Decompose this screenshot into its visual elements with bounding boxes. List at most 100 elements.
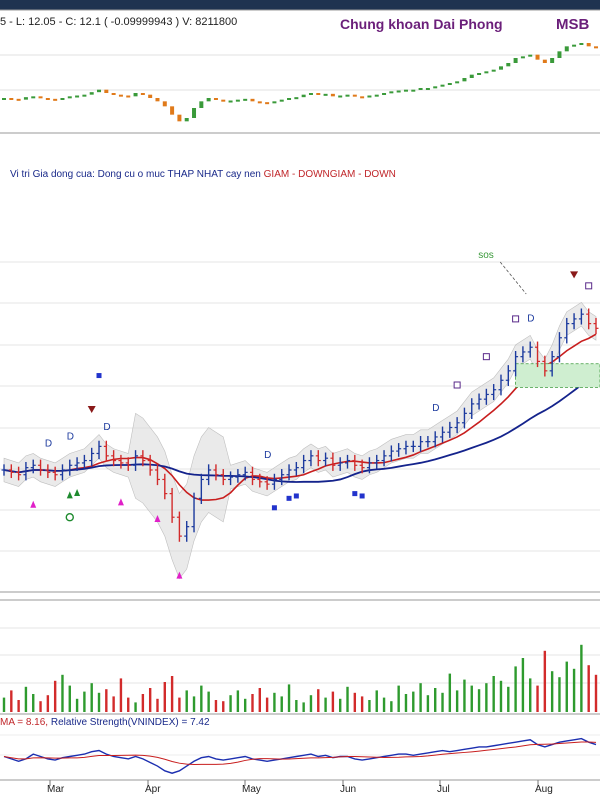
buy-arrow-marker [176, 571, 183, 579]
x-axis-label: Jul [437, 784, 450, 795]
volume-bar [463, 679, 466, 712]
volume-bar [229, 695, 232, 712]
ticker-symbol: MSB [556, 16, 590, 33]
mini-price-candle [9, 98, 14, 100]
mini-price-candle [221, 99, 226, 102]
volume-bar [324, 697, 327, 712]
mini-price-candle [330, 93, 335, 97]
mini-price-candle [323, 93, 328, 96]
volume-bar [68, 685, 71, 712]
mini-price-candle [67, 96, 72, 99]
buy-arrow-marker [117, 498, 124, 506]
purple-box-marker [482, 353, 490, 361]
x-axis-label: Jun [340, 784, 356, 795]
mini-price-candle [16, 98, 21, 101]
relative-strength-line [3, 737, 597, 774]
mini-price-candle [133, 93, 138, 97]
sell-triangle-marker [570, 271, 579, 279]
volume-bar [558, 677, 561, 712]
mini-price-candle [535, 54, 540, 60]
brand-title: Chung khoan Dai Phong [340, 16, 503, 32]
mini-price-candle [126, 95, 131, 98]
blue-square-marker [286, 495, 292, 501]
volume-bar [470, 685, 473, 712]
volume-bar [580, 644, 583, 712]
mini-price-candle [308, 93, 313, 95]
mini-price-candle [279, 99, 284, 102]
volume-bar [251, 694, 254, 712]
mini-price-candle [243, 98, 248, 101]
mini-price-candle [462, 78, 467, 82]
blue-square-marker [271, 505, 277, 511]
volume-bar [273, 692, 276, 712]
mini-price-candle [192, 108, 197, 118]
volume-bar [214, 700, 218, 712]
volume-bar [572, 668, 576, 712]
volume-bar [10, 690, 13, 712]
mini-price-candle [433, 86, 438, 89]
volume-bar [536, 685, 539, 712]
mini-price-candle [557, 51, 562, 58]
mini-price-candle [162, 101, 167, 107]
signal-d-marker: D [67, 431, 74, 442]
volume-bar [32, 694, 35, 712]
volume-bar [112, 696, 115, 712]
signal-d-marker: D [45, 438, 52, 449]
blue-square-marker [352, 491, 358, 497]
ohlc-readout: 5 - L: 12.05 - C: 12.1 ( -0.09999943 ) V… [0, 16, 238, 28]
volume-bar [412, 691, 415, 712]
volume-bar [507, 686, 510, 712]
mini-price-candle [148, 94, 153, 98]
volume-bar [309, 695, 313, 712]
status-line: Vi tri Gia dong cua: Dong cu o muc THAP … [10, 169, 396, 180]
volume-bar [148, 688, 152, 712]
mini-price-candle [228, 100, 233, 103]
mini-price-candle [506, 63, 511, 67]
volume-bar [477, 689, 481, 712]
volume-bar [75, 698, 79, 712]
mini-price-candle [104, 89, 109, 93]
mini-price-candle [345, 94, 350, 97]
mini-price-candle [140, 93, 145, 95]
mini-price-candle [89, 92, 94, 95]
volume-bar [521, 658, 525, 712]
volume-bar [353, 692, 357, 712]
x-axis-label: May [242, 784, 261, 795]
volume-bar [236, 690, 240, 712]
mini-price-candle [184, 118, 189, 122]
sos-label: sos [478, 250, 494, 261]
volume-bar [543, 650, 547, 712]
volume-bar [170, 676, 174, 712]
mini-price-candle [82, 94, 87, 97]
mini-price-candle [272, 101, 277, 104]
mini-price-candle [403, 89, 408, 92]
purple-box-marker [512, 315, 520, 323]
mini-price-candle [491, 69, 496, 72]
volume-bar [97, 692, 101, 712]
status-highlight: GIAM - DOWNGIAM - DOWN [263, 169, 396, 180]
mini-price-candle [440, 84, 445, 87]
volume-bar [134, 702, 137, 712]
volume-bar [338, 698, 342, 712]
volume-bar [141, 694, 145, 712]
mini-price-candle [564, 46, 569, 52]
volume-bar [529, 678, 532, 712]
mini-price-candle [38, 96, 43, 99]
volume-bar [258, 688, 262, 712]
volume-bar [331, 691, 335, 712]
mini-price-candle [60, 98, 65, 100]
ma-slow-line [3, 374, 597, 483]
mini-price-candle [170, 106, 175, 115]
mini-price-candle [213, 98, 218, 100]
volume-bar [280, 696, 283, 712]
volume-bar [127, 697, 130, 712]
green-circle-marker [65, 513, 74, 522]
sell-triangle-marker [87, 405, 96, 413]
indicator-ma-text: MA = 8.16, [0, 717, 51, 728]
volume-bar [200, 685, 203, 712]
volume-bar [441, 692, 444, 712]
volume-bar [550, 671, 554, 712]
mini-price-candle [469, 74, 474, 78]
status-prefix: Vi tri Gia dong cua: Dong cu o muc THAP … [10, 169, 264, 180]
